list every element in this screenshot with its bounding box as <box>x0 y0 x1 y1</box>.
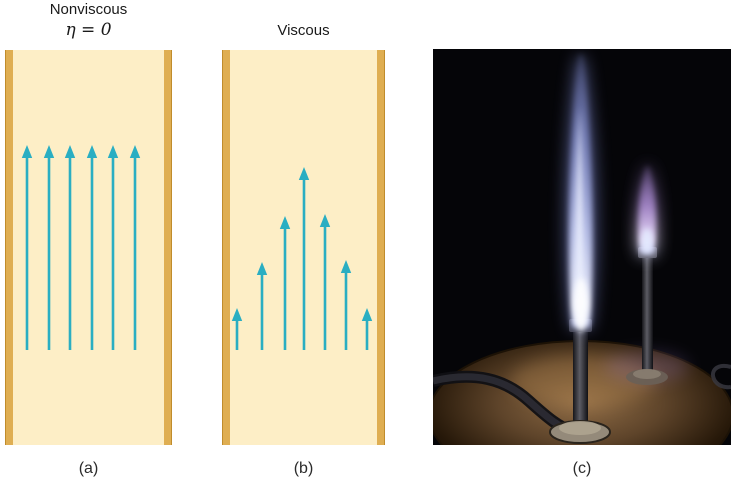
velocity-arrow <box>298 167 310 350</box>
panel-a-title-text: Nonviscous <box>49 1 128 18</box>
velocity-profile-parabolic <box>231 167 373 350</box>
velocity-arrow <box>340 260 352 350</box>
caption-b: (b) <box>293 460 314 477</box>
velocity-arrow <box>279 216 291 350</box>
velocity-arrow <box>129 145 141 350</box>
velocity-arrow <box>231 308 243 350</box>
velocity-arrow <box>256 262 268 350</box>
panel-a-eta-label: η = 0 <box>65 19 112 40</box>
velocity-arrow <box>21 145 33 350</box>
velocity-profile-uniform <box>21 145 141 350</box>
panel-b-title-text: Viscous <box>277 22 330 39</box>
panel-a-title: Nonviscous η = 0 <box>5 1 172 41</box>
tube-nonviscous <box>5 50 172 445</box>
bunsen-burner-photo <box>433 49 731 445</box>
caption-c: (c) <box>572 460 592 477</box>
caption-a: (a) <box>78 460 99 477</box>
velocity-arrow <box>361 308 373 350</box>
velocity-arrow <box>43 145 55 350</box>
tube-viscous <box>222 50 385 445</box>
tube-wall-left <box>5 50 13 445</box>
tube-wall-left <box>222 50 230 445</box>
bunsen-burner-photo-art <box>433 49 731 445</box>
velocity-arrow <box>64 145 76 350</box>
panel-b-title: Viscous <box>222 22 385 41</box>
velocity-arrow <box>86 145 98 350</box>
tube-wall-right <box>377 50 385 445</box>
velocity-arrow <box>319 214 331 350</box>
tube-wall-right <box>164 50 172 445</box>
velocity-arrow <box>107 145 119 350</box>
